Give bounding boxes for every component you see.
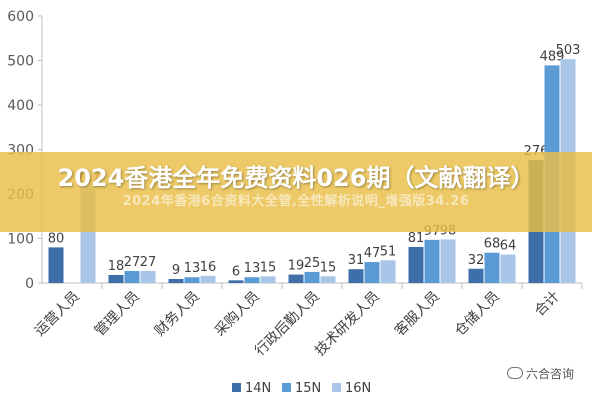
data-label: 15 xyxy=(260,260,277,275)
bar-16N xyxy=(140,270,156,283)
data-label: 80 xyxy=(48,231,65,246)
bar-14N xyxy=(468,268,484,283)
legend-label: 14N xyxy=(245,381,271,396)
x-tick-label-group: 合计 xyxy=(532,289,563,320)
data-label: 15 xyxy=(320,260,337,275)
data-label: 31 xyxy=(348,253,365,268)
legend-label: 15N xyxy=(295,381,321,396)
x-tick-label: 采购人员 xyxy=(212,289,263,340)
legend-swatch-15N xyxy=(282,383,291,392)
legend-swatch-16N xyxy=(332,383,341,392)
data-label: 47 xyxy=(364,246,381,261)
y-tick-label: 100 xyxy=(7,232,34,248)
bar-16N xyxy=(440,239,456,283)
data-label: 68 xyxy=(484,237,501,252)
x-tick-label: 运营人员 xyxy=(32,289,83,340)
x-tick-label: 管理人员 xyxy=(92,289,143,340)
y-tick-label: 400 xyxy=(7,98,34,114)
x-tick-label-group: 采购人员 xyxy=(212,289,263,340)
data-label: 19 xyxy=(288,259,305,274)
x-tick-label-group: 技术研发人员 xyxy=(312,289,383,360)
bar-14N xyxy=(348,269,364,283)
x-tick-label: 合计 xyxy=(532,289,563,320)
data-label: 81 xyxy=(408,231,425,246)
bar-15N xyxy=(184,277,200,283)
watermark: 六合咨询 xyxy=(506,365,574,382)
bar-14N xyxy=(108,274,124,283)
data-label: 9 xyxy=(172,263,180,278)
bar-15N xyxy=(124,270,140,283)
bar-15N xyxy=(364,262,380,283)
banner-title: 2024香港全年免费资料026期（文献翻译） xyxy=(57,164,535,192)
bar-15N xyxy=(304,271,320,283)
x-tick-label-group: 运营人员 xyxy=(32,289,83,340)
x-tick-label-group: 仓储人员 xyxy=(452,289,503,340)
x-tick-label: 仓储人员 xyxy=(452,289,503,340)
data-label: 18 xyxy=(108,259,125,274)
y-tick-label: 0 xyxy=(25,276,34,292)
bar-14N xyxy=(168,278,184,283)
bar-15N xyxy=(484,252,500,283)
bar-15N xyxy=(244,277,260,283)
x-tick-label-group: 客服人员 xyxy=(391,288,443,340)
wechat-icon xyxy=(506,367,523,379)
data-label: 27 xyxy=(124,255,141,270)
x-tick-label-group: 管理人员 xyxy=(92,289,143,340)
watermark-text: 六合咨询 xyxy=(525,367,574,381)
data-label: 32 xyxy=(468,253,485,268)
data-label: 13 xyxy=(244,261,261,276)
bar-16N xyxy=(320,276,336,283)
bar-16N xyxy=(260,276,276,283)
bar-14N xyxy=(228,280,244,283)
banner-subtitle: 2024年香港6合资料大全管,全性解析说明_增强版34.26 xyxy=(122,194,470,209)
data-label: 64 xyxy=(500,239,517,254)
data-label: 6 xyxy=(232,264,240,279)
bar-14N xyxy=(288,274,304,283)
bar-16N xyxy=(200,275,216,283)
data-label: 25 xyxy=(304,256,321,271)
data-label: 16 xyxy=(200,260,217,275)
title-banner xyxy=(0,152,592,232)
legend-swatch-14N xyxy=(232,383,241,392)
bar-16N xyxy=(500,254,516,283)
y-tick-label: 600 xyxy=(7,9,34,25)
bar-14N xyxy=(48,247,64,283)
data-label: 27 xyxy=(140,255,157,270)
legend-label: 16N xyxy=(345,381,371,396)
bar-16N xyxy=(380,260,396,283)
bar-14N xyxy=(408,246,424,283)
data-label: 503 xyxy=(556,43,581,58)
x-tick-label: 客服人员 xyxy=(391,288,443,340)
x-tick-label: 技术研发人员 xyxy=(312,289,383,360)
x-tick-label: 财务人员 xyxy=(152,289,203,340)
data-label: 489 xyxy=(540,49,565,64)
data-label: 13 xyxy=(184,261,201,276)
data-label: 51 xyxy=(380,244,397,259)
bar-15N xyxy=(424,239,440,283)
y-tick-label: 500 xyxy=(7,54,34,70)
x-tick-label-group: 财务人员 xyxy=(152,289,203,340)
